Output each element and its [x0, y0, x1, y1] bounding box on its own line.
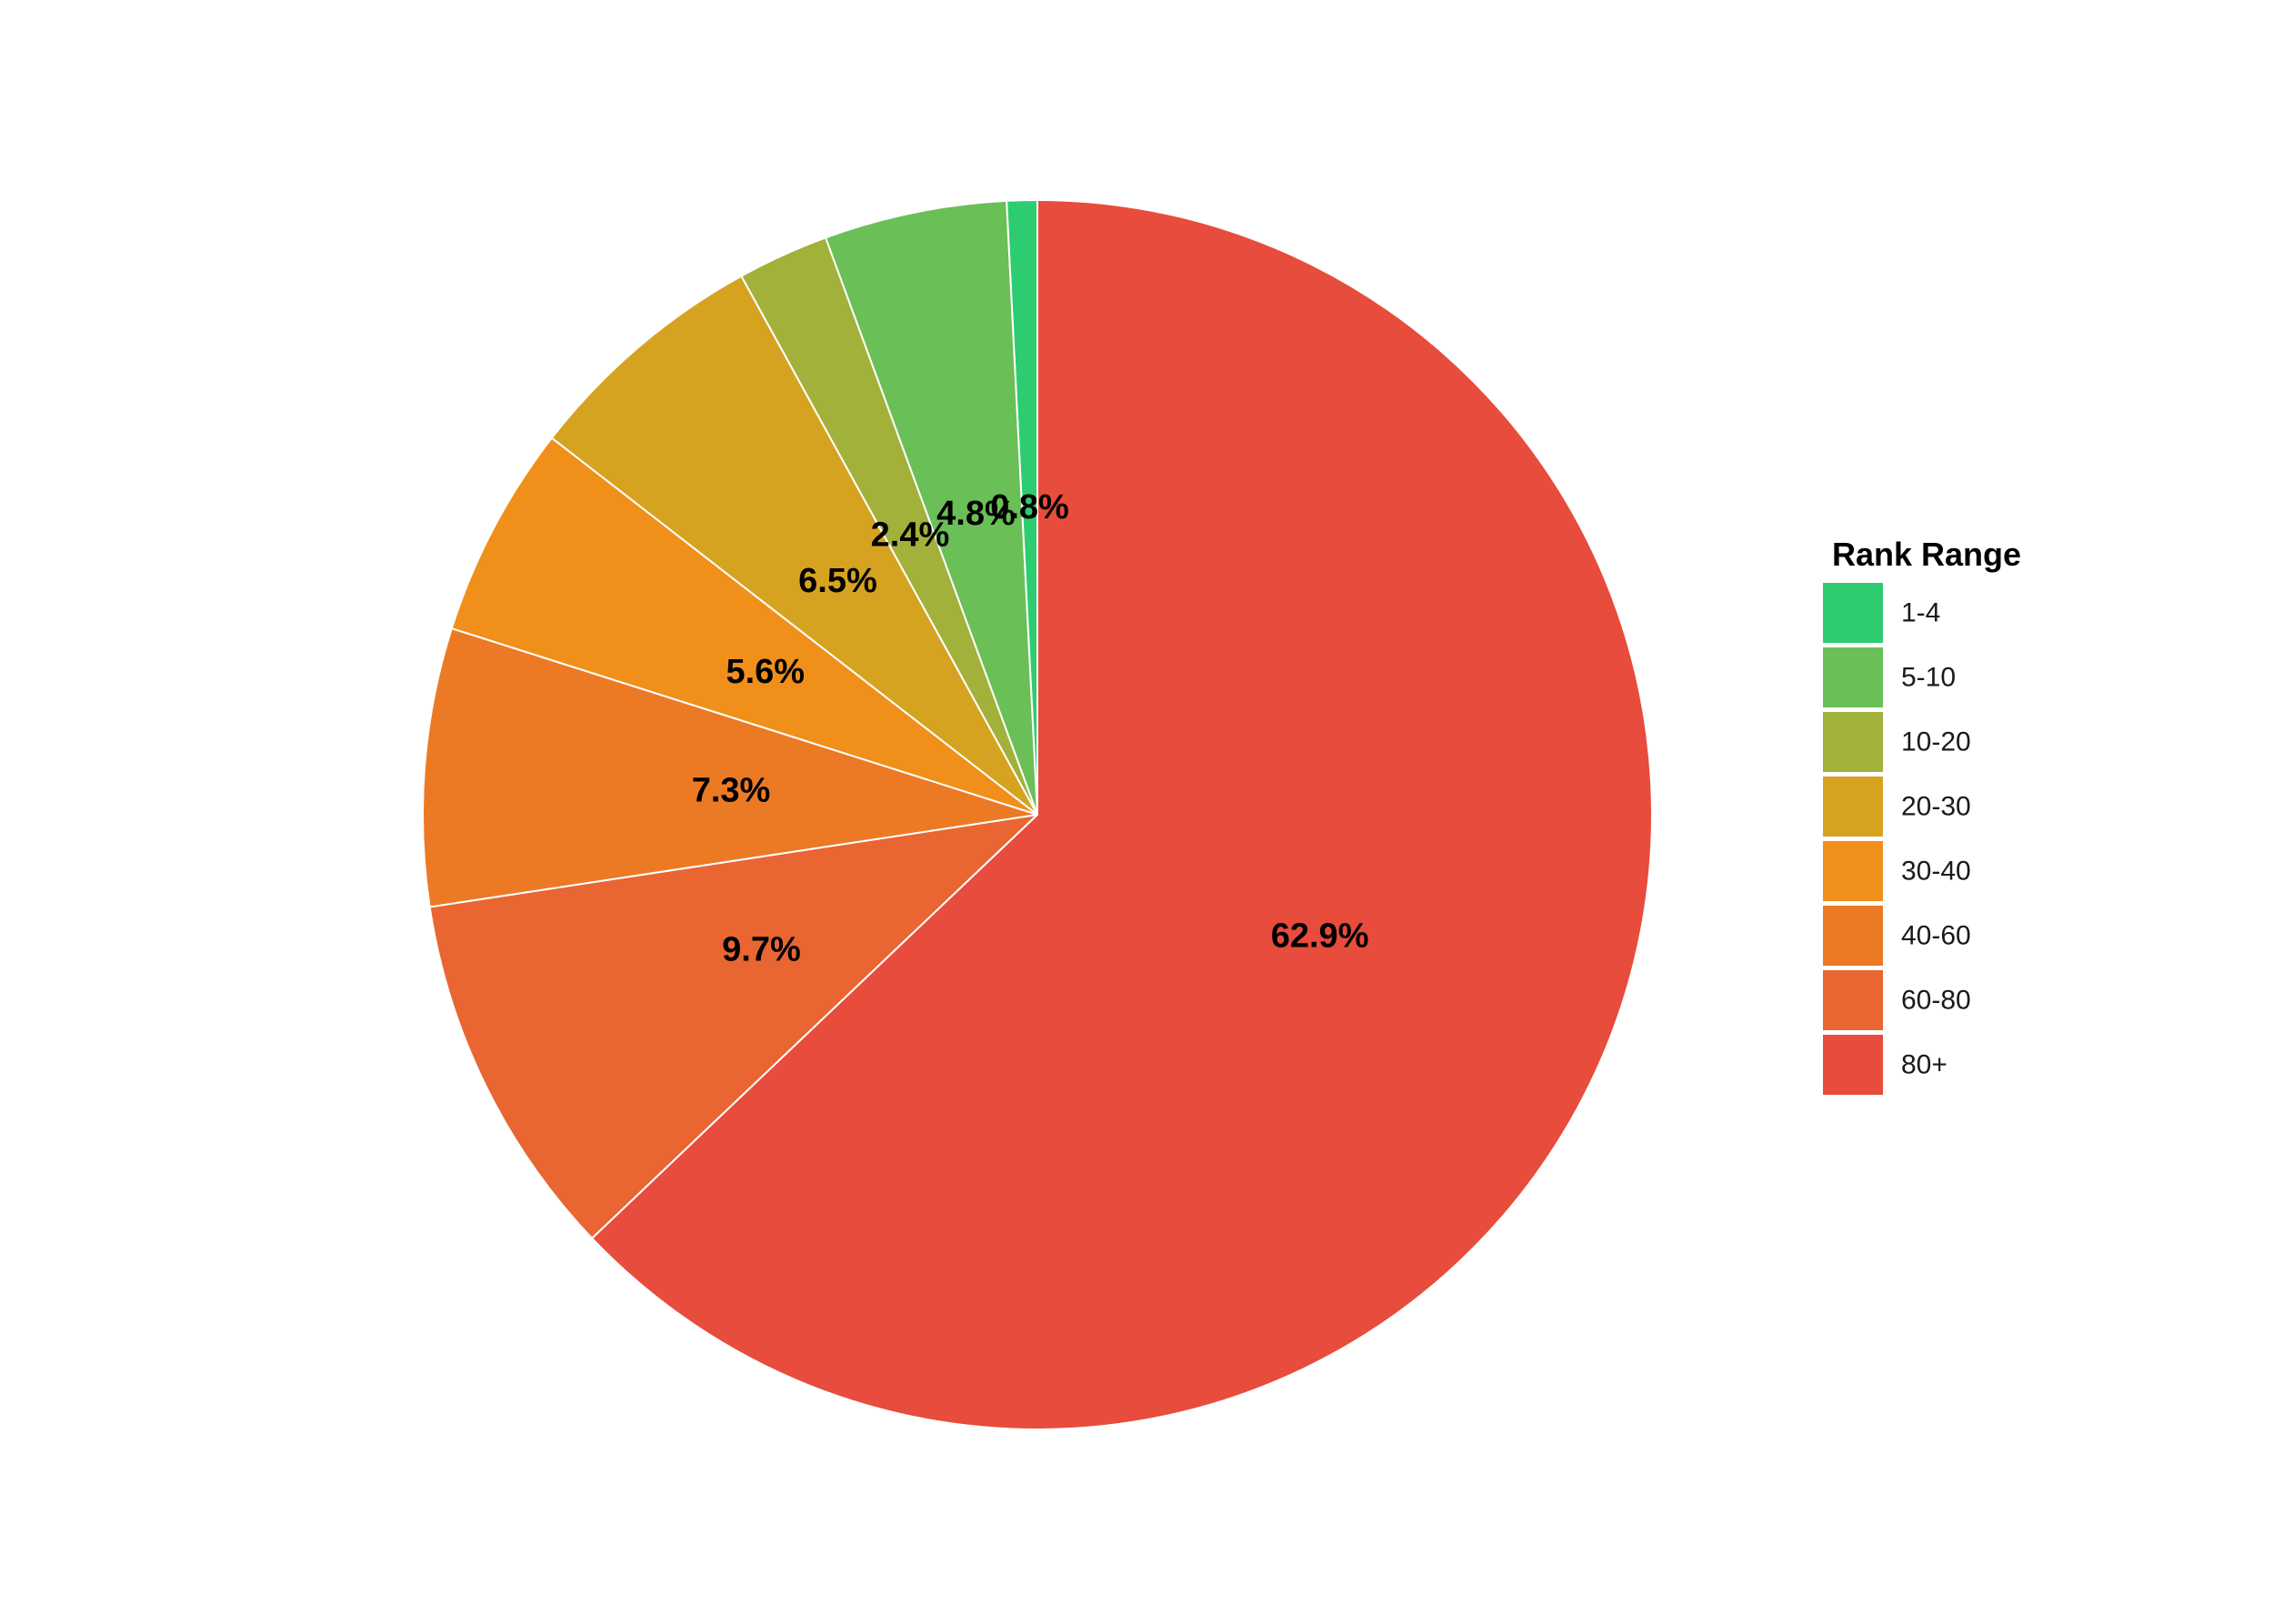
slice-label-30-40: 5.6%: [726, 653, 805, 691]
legend-label-80+: 80+: [1901, 1050, 1948, 1080]
legend-swatch-30-40: [1823, 841, 1883, 901]
legend-swatch-1-4: [1823, 583, 1883, 643]
pie-slice-labels: 0.8%4.8%2.4% 6.5% 5.6% 7.3% 9.7% 62.9%: [692, 488, 1369, 969]
slice-label-60-80: 9.7%: [722, 931, 801, 969]
slice-label-20-30: 6.5%: [798, 562, 877, 600]
legend-swatch-20-30: [1823, 777, 1883, 837]
slice-label-1-4: 0.8%: [990, 488, 1069, 526]
legend-items: 1-4 5-10 10-20 20-30 30-40 40-60 60-80 80+: [1823, 583, 1971, 1095]
legend-swatch-10-20: [1823, 712, 1883, 772]
pie-slice-20-30: [550, 275, 1038, 816]
legend-label-30-40: 30-40: [1901, 857, 1971, 887]
legend: Rank Range 1-4 5-10 10-20 20-30 30-40 40-60 60…: [1823, 536, 2021, 1095]
legend-label-5-10: 5-10: [1901, 663, 1956, 693]
legend-swatch-5-10: [1823, 647, 1883, 707]
pie-slice-5-10: [824, 199, 1038, 816]
legend-swatch-40-60: [1823, 906, 1883, 966]
slice-label-80+: 62.9%: [1271, 917, 1369, 955]
legend-swatch-60-80: [1823, 970, 1883, 1030]
legend-label-20-30: 20-30: [1901, 792, 1971, 822]
pie-slices: [422, 198, 1653, 1430]
pie-slice-60-80: [428, 813, 1040, 1240]
legend-label-60-80: 60-80: [1901, 986, 1971, 1016]
slice-label-5-10: 4.8%: [936, 495, 1016, 533]
legend-swatch-80+: [1823, 1035, 1883, 1095]
pie-slice-80+: [590, 198, 1653, 1430]
legend-label-1-4: 1-4: [1901, 598, 1940, 628]
pie-slice-30-40: [450, 436, 1038, 816]
legend-title: Rank Range: [1832, 536, 2021, 573]
slice-label-10-20: 2.4%: [871, 516, 950, 554]
legend-label-10-20: 10-20: [1901, 727, 1971, 757]
legend-label-40-60: 40-60: [1901, 921, 1971, 951]
slice-label-40-60: 7.3%: [692, 771, 771, 809]
